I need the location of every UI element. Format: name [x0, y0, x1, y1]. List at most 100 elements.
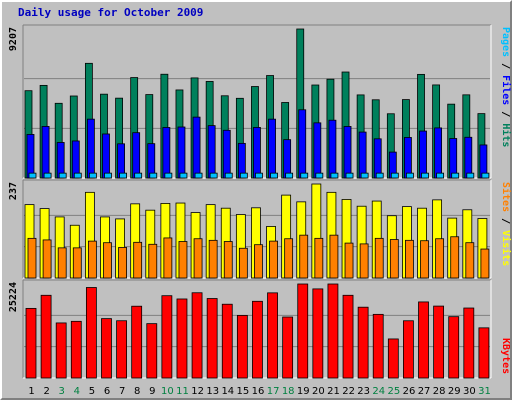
bar-kbytes	[236, 314, 248, 379]
bar-files	[404, 137, 412, 179]
y-axis-max-label: 237	[8, 182, 19, 200]
bar-pages	[255, 172, 263, 179]
bar-files	[419, 130, 427, 179]
bar-kbytes	[176, 298, 188, 379]
bar-kbytes	[282, 316, 294, 379]
bar-files	[358, 131, 367, 179]
x-tick-label: 21	[327, 386, 340, 397]
y-axis-max-label: 25224	[8, 282, 19, 312]
x-tick-label: 26	[403, 386, 416, 397]
bar-kbytes	[40, 294, 52, 379]
series-label-kbytes: KBytes	[500, 338, 511, 374]
x-tick-label: 12	[191, 386, 204, 397]
bar-kbytes	[161, 295, 173, 379]
bar-kbytes	[116, 320, 127, 379]
bar-pages	[164, 172, 173, 179]
bar-kbytes	[131, 305, 143, 379]
bar-pages	[73, 172, 82, 179]
bar-sites	[420, 240, 429, 279]
x-tick-label: 2	[43, 386, 49, 397]
bar-sites	[314, 237, 324, 279]
bar-pages	[224, 172, 233, 179]
bar-sites	[329, 234, 339, 279]
bar-pages	[300, 172, 309, 179]
bar-pages	[466, 172, 475, 179]
bar-files	[268, 118, 276, 179]
x-tick-label: 19	[297, 386, 310, 397]
series-separator: /	[500, 57, 511, 75]
bar-files	[102, 133, 110, 179]
x-tick-label: 7	[119, 386, 125, 397]
bar-sites	[27, 237, 37, 279]
bar-pages	[421, 172, 429, 179]
bar-pages	[345, 172, 354, 179]
bar-sites	[374, 237, 384, 279]
bar-kbytes	[70, 320, 82, 379]
bar-pages	[119, 172, 127, 179]
bar-sites	[450, 236, 460, 279]
bar-pages	[390, 172, 399, 179]
bar-sites	[480, 248, 490, 279]
bar-kbytes	[342, 294, 354, 379]
x-tick-label: 5	[89, 386, 95, 397]
bar-files	[132, 132, 141, 179]
series-label-hits: Hits	[500, 123, 512, 147]
bar-sites	[299, 234, 309, 279]
bar-sites	[133, 241, 143, 279]
bar-sites	[435, 238, 445, 279]
bar-sites	[223, 241, 233, 279]
bar-kbytes	[312, 288, 324, 379]
bar-kbytes	[252, 300, 263, 379]
bar-kbytes	[25, 307, 37, 379]
bar-pages	[104, 172, 112, 179]
x-tick-label: 30	[463, 386, 476, 397]
bar-sites	[118, 247, 127, 279]
x-tick-label: 17	[267, 386, 280, 397]
bar-pages	[28, 172, 37, 179]
bar-files	[177, 126, 186, 179]
bar-sites	[87, 240, 97, 279]
bar-sites	[57, 247, 67, 279]
bar-sites	[389, 239, 399, 279]
bar-kbytes	[55, 322, 67, 379]
bar-sites	[284, 238, 294, 279]
bar-pages	[58, 172, 67, 179]
bar-pages	[179, 172, 188, 179]
x-tick-label: 3	[59, 386, 65, 397]
bar-sites	[465, 242, 475, 279]
series-side-labels: Pages / Files / Hits	[500, 27, 512, 147]
series-side-labels: Sites / Visits	[500, 182, 512, 266]
bar-files	[373, 138, 382, 179]
bar-files	[41, 126, 50, 179]
x-tick-label: 13	[206, 386, 219, 397]
bar-kbytes	[221, 303, 233, 379]
x-tick-label: 28	[433, 386, 446, 397]
bar-sites	[208, 239, 218, 279]
y-axis-max-label: 9207	[8, 27, 19, 51]
bar-pages	[209, 172, 218, 179]
bar-kbytes	[387, 338, 399, 379]
bar-pages	[315, 172, 324, 179]
x-tick-label: 6	[104, 386, 110, 397]
bar-pages	[134, 172, 143, 179]
x-tick-label: 31	[478, 386, 491, 397]
bar-pages	[406, 172, 414, 179]
bar-kbytes	[206, 298, 218, 379]
page-title: Daily usage for October 2009	[18, 6, 204, 19]
x-tick-label: 16	[252, 386, 265, 397]
bar-kbytes	[85, 287, 97, 379]
bar-sites	[254, 244, 263, 279]
bar-files	[283, 139, 292, 179]
bar-files	[434, 127, 443, 179]
x-tick-label: 1	[28, 386, 34, 397]
x-tick-label: 24	[372, 386, 385, 397]
bar-pages	[239, 172, 248, 179]
x-tick-label: 8	[134, 386, 140, 397]
bar-files	[207, 125, 216, 179]
bar-sites	[72, 247, 82, 279]
bar-sites	[178, 241, 188, 279]
bar-pages	[149, 172, 158, 179]
bar-files	[313, 122, 322, 179]
bar-pages	[270, 172, 278, 179]
